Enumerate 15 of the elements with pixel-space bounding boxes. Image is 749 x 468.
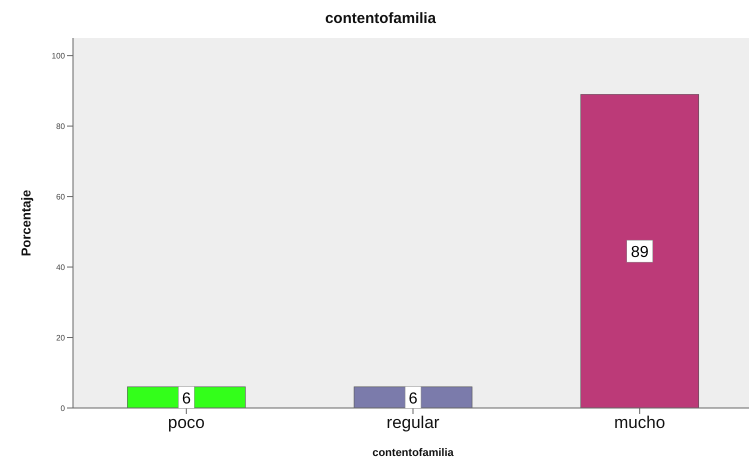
x-tick-label: mucho bbox=[614, 413, 666, 432]
y-tick-label: 40 bbox=[56, 262, 66, 272]
x-axis-title: contentofamilia bbox=[372, 447, 455, 459]
y-tick-label: 0 bbox=[60, 404, 66, 413]
chart-title: contentofamilia bbox=[324, 10, 437, 27]
data-label: 89 bbox=[630, 244, 649, 262]
y-tick-label: 80 bbox=[56, 122, 66, 131]
y-tick-label: 60 bbox=[56, 192, 66, 202]
x-tick-label: regular bbox=[386, 413, 440, 432]
data-label: 6 bbox=[182, 390, 191, 408]
y-axis-title: Porcentaje bbox=[18, 190, 34, 256]
y-tick-label: 100 bbox=[52, 51, 66, 60]
x-tick-label: poco bbox=[168, 413, 205, 432]
y-tick-label: 20 bbox=[56, 333, 66, 342]
data-label: 6 bbox=[408, 390, 418, 408]
